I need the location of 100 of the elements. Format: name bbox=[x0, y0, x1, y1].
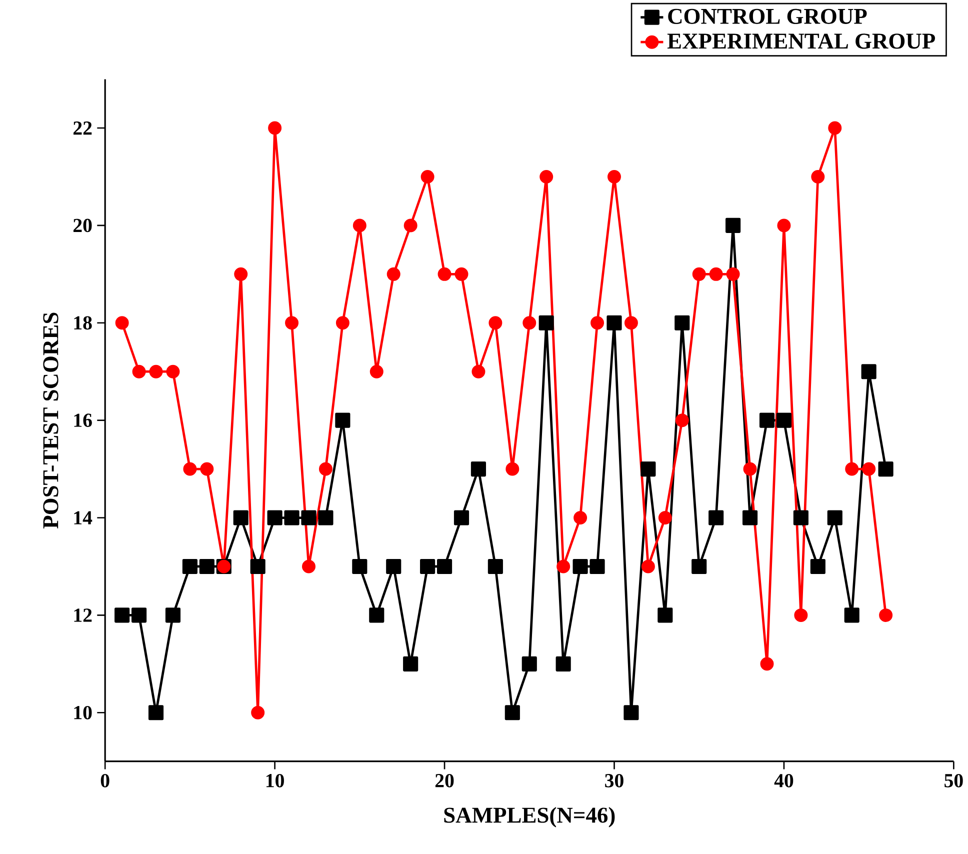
x-tick-label: 50 bbox=[944, 774, 963, 788]
point bbox=[403, 656, 418, 672]
point bbox=[540, 170, 554, 184]
point bbox=[776, 413, 792, 428]
point bbox=[878, 462, 894, 477]
point bbox=[828, 122, 842, 135]
point bbox=[861, 364, 876, 380]
point bbox=[692, 268, 706, 282]
x-tick-label: 30 bbox=[605, 774, 624, 788]
y-tick-label: 12 bbox=[74, 608, 92, 622]
point bbox=[233, 510, 248, 526]
point bbox=[318, 462, 332, 476]
point bbox=[267, 510, 282, 526]
point bbox=[845, 462, 859, 476]
point bbox=[726, 218, 741, 234]
point bbox=[574, 511, 588, 525]
point bbox=[148, 705, 164, 720]
point bbox=[183, 462, 197, 476]
point bbox=[199, 559, 214, 574]
point bbox=[608, 170, 621, 184]
point bbox=[760, 657, 774, 671]
point bbox=[624, 316, 638, 330]
point bbox=[556, 560, 570, 574]
x-tick-label: 0 bbox=[100, 774, 110, 788]
point bbox=[149, 365, 163, 379]
point bbox=[522, 656, 537, 672]
point bbox=[165, 608, 181, 623]
point bbox=[504, 705, 520, 720]
point bbox=[318, 510, 334, 526]
point bbox=[251, 706, 265, 720]
point bbox=[590, 559, 605, 574]
point bbox=[827, 510, 842, 526]
point bbox=[708, 510, 724, 526]
point bbox=[743, 462, 757, 476]
point bbox=[538, 316, 554, 331]
point bbox=[658, 511, 672, 525]
point bbox=[572, 559, 588, 574]
point bbox=[166, 365, 180, 379]
y-tick-label: 14 bbox=[74, 511, 92, 525]
point bbox=[250, 559, 266, 574]
point bbox=[420, 170, 434, 184]
x-tick-label: 10 bbox=[266, 774, 284, 788]
point bbox=[844, 608, 860, 623]
point bbox=[640, 462, 656, 477]
point bbox=[641, 560, 655, 574]
point bbox=[692, 559, 707, 574]
x-tick-label: 40 bbox=[774, 774, 794, 788]
point bbox=[810, 559, 826, 574]
point bbox=[606, 316, 622, 331]
y-axis-title: POST-TEST SCORES bbox=[43, 312, 58, 529]
y-tick-label: 16 bbox=[74, 414, 92, 428]
point bbox=[726, 268, 740, 282]
point bbox=[370, 365, 384, 379]
point bbox=[624, 705, 639, 720]
point bbox=[742, 510, 758, 526]
point bbox=[436, 559, 452, 574]
y-tick-label: 18 bbox=[74, 316, 92, 330]
point bbox=[879, 608, 893, 622]
point bbox=[759, 413, 775, 428]
point bbox=[675, 414, 689, 428]
point bbox=[488, 316, 502, 330]
point bbox=[386, 559, 402, 574]
point bbox=[285, 316, 299, 330]
point bbox=[438, 268, 452, 282]
point bbox=[454, 510, 470, 526]
point bbox=[114, 608, 130, 623]
y-tick-label: 20 bbox=[73, 218, 92, 232]
x-axis-title: SAMPLES(N=46) bbox=[444, 807, 615, 828]
point bbox=[132, 365, 146, 379]
point bbox=[352, 218, 366, 232]
point bbox=[420, 559, 436, 574]
point bbox=[862, 462, 876, 476]
point bbox=[131, 608, 147, 623]
point bbox=[336, 316, 350, 330]
y-tick-label: 10 bbox=[74, 706, 92, 720]
legend-label: CONTROL GROUP bbox=[668, 9, 867, 24]
point bbox=[556, 656, 571, 672]
point bbox=[335, 413, 350, 428]
point bbox=[352, 559, 368, 574]
point bbox=[793, 510, 808, 526]
point bbox=[200, 462, 214, 476]
point bbox=[811, 170, 825, 184]
legend-label: EXPERIMENTAL GROUP bbox=[667, 34, 935, 49]
point bbox=[522, 316, 536, 330]
point bbox=[302, 560, 316, 574]
x-tick-label: 20 bbox=[435, 774, 454, 788]
point bbox=[301, 510, 316, 526]
point bbox=[369, 608, 384, 623]
point bbox=[234, 268, 248, 282]
point bbox=[470, 462, 486, 477]
point bbox=[777, 218, 791, 232]
point bbox=[472, 365, 486, 379]
point bbox=[674, 316, 690, 331]
point bbox=[182, 559, 198, 574]
point bbox=[115, 316, 129, 330]
point bbox=[268, 122, 282, 135]
point bbox=[488, 559, 503, 574]
point bbox=[284, 510, 300, 526]
y-tick-label: 22 bbox=[73, 122, 92, 135]
point bbox=[709, 268, 723, 282]
